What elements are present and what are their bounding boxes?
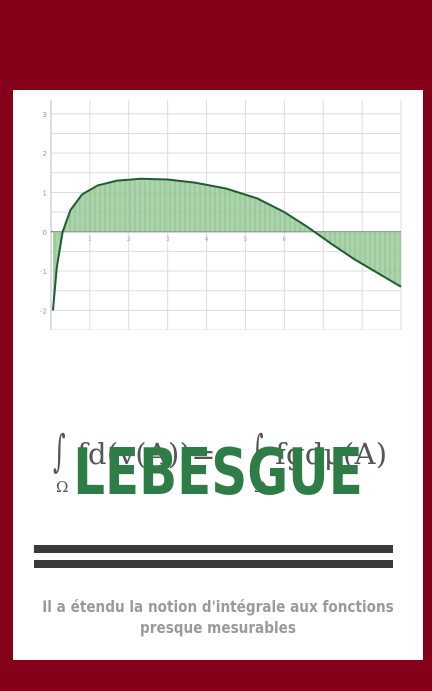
poster-title: LEBESGUE: [73, 436, 363, 510]
x-tick-label: 5: [244, 236, 248, 243]
poster-caption: Il a étendu la notion d'intégrale aux fo…: [39, 596, 398, 638]
y-tick-label: 0: [43, 229, 47, 237]
caption-line-2: presque mesurables: [140, 618, 296, 637]
divider-bar-bottom: [34, 560, 393, 568]
x-tick-label: 3: [166, 236, 170, 243]
y-tick-label: -1: [40, 268, 47, 276]
x-tick-label: 2: [127, 236, 131, 243]
y-tick-label: 2: [43, 150, 47, 158]
x-tick-label: 1: [88, 236, 92, 243]
curve-line: [51, 177, 402, 311]
x-tick-label: 6: [282, 236, 286, 243]
formula-left-side: fd(v(A))=: [77, 437, 216, 471]
formula-right-side: fgdμ(A): [275, 437, 388, 471]
poster-card: 3 2 1 0 -1 -2 1 2 3 4 5 6 ∫ Ω fd(v(A))= ∫ Ω fgdμ(A)…: [13, 90, 423, 660]
x-tick-label: 4: [205, 236, 209, 243]
integral-symbol-left: ∫: [53, 426, 66, 477]
integral-domain-left: Ω: [56, 478, 69, 496]
y-tick-label: 1: [43, 189, 47, 197]
divider-bar-top: [34, 545, 393, 553]
caption-line-1: Il a étendu la notion d'intégrale aux fo…: [42, 597, 394, 616]
lebesgue-formula: ∫ Ω fd(v(A))= ∫ Ω fgdμ(A): [13, 428, 423, 518]
area-plot: 3 2 1 0 -1 -2 1 2 3 4 5 6: [40, 100, 402, 330]
area-fill: [52, 178, 401, 311]
integral-symbol-right: ∫: [251, 426, 264, 477]
y-tick-label: 3: [43, 111, 47, 119]
y-tick-label: -2: [40, 307, 47, 315]
integral-domain-right: Ω: [254, 478, 267, 496]
